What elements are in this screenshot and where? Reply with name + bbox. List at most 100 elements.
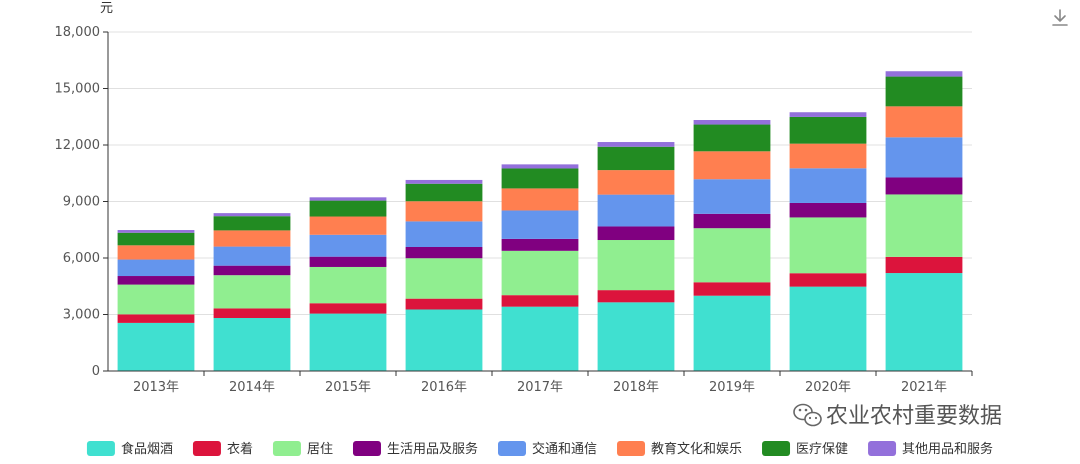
x-tick-label: 2019年 <box>709 380 755 395</box>
bar-segment <box>693 282 771 296</box>
bar-segment <box>789 217 867 274</box>
bar-segment <box>117 259 195 277</box>
legend-label: 交通和通信 <box>532 441 597 457</box>
legend-label: 教育文化和娱乐 <box>651 441 742 457</box>
legend-item[interactable]: 医疗保健 <box>762 441 848 457</box>
bar-segment <box>405 221 483 248</box>
bar-segment <box>405 183 483 202</box>
legend-swatch <box>498 441 526 456</box>
bar-segment <box>405 201 483 222</box>
bar-segment <box>693 179 771 214</box>
bar-segment <box>501 295 579 307</box>
download-button[interactable] <box>1048 6 1072 30</box>
bar-segment <box>309 200 387 217</box>
y-tick-label: 18,000 <box>55 25 101 40</box>
bar-segment <box>597 194 675 227</box>
y-tick-label: 3,000 <box>63 308 100 323</box>
legend-swatch <box>192 441 221 456</box>
x-tick-label: 2020年 <box>805 380 851 395</box>
legend-item[interactable]: 生活用品及服务 <box>352 441 478 457</box>
legend-swatch <box>868 441 897 456</box>
bar-segment <box>213 246 291 266</box>
bar-segment <box>213 216 291 231</box>
legend-label: 衣着 <box>227 441 253 457</box>
legend-item[interactable]: 居住 <box>272 441 333 457</box>
bar-segment <box>117 230 195 233</box>
bar-segment <box>405 309 483 371</box>
bar-segment <box>501 188 579 211</box>
bar-segment <box>693 124 771 152</box>
bar-segment <box>693 228 771 283</box>
bar-segment <box>213 308 291 319</box>
bar-segment <box>885 76 963 107</box>
bar-segment <box>597 302 675 371</box>
bar-segment <box>213 275 291 309</box>
bar-segment <box>789 202 867 218</box>
legend-label: 医疗保健 <box>796 442 848 457</box>
bar-segment <box>117 322 195 371</box>
bar-segment <box>309 234 387 257</box>
bar-segment <box>597 170 675 195</box>
bar-segment <box>693 213 771 229</box>
axes: 0 3,000 6,000 9,000 12,000 15,000 18,000 2013年 2… <box>55 25 973 395</box>
bar-segment <box>213 318 291 371</box>
bar-segment <box>117 314 195 323</box>
bar-segment <box>405 179 483 184</box>
bar-segment <box>885 137 963 178</box>
legend-label: 居住 <box>307 442 333 457</box>
watermark: 农业农村重要数据 <box>793 403 1002 429</box>
bar-segment <box>693 151 771 180</box>
bar-segment <box>693 120 771 125</box>
y-tick-label: 12,000 <box>55 138 101 153</box>
bar-segment <box>309 256 387 267</box>
x-tick-label: 2017年 <box>517 380 563 395</box>
bar-segment <box>789 273 867 287</box>
x-tick-label: 2021年 <box>901 380 947 395</box>
x-tick-label: 2013年 <box>133 380 179 395</box>
legend-label: 生活用品及服务 <box>387 441 478 457</box>
bar-segment <box>789 143 867 169</box>
x-tick-label: 2014年 <box>229 380 275 395</box>
legend: 食品烟酒 衣着 居住 生活用品及服务 交通和通信 教育文化和娱乐 医疗保健 其他用品和服务 <box>86 441 993 457</box>
bar-segment <box>789 112 867 117</box>
bar-segment <box>693 295 771 371</box>
legend-swatch <box>352 441 381 456</box>
x-tick-label: 2016年 <box>421 380 467 395</box>
legend-item[interactable]: 其他用品和服务 <box>868 441 993 457</box>
bar-segment <box>309 303 387 314</box>
bar-segment <box>213 230 291 247</box>
legend-swatch <box>86 441 115 456</box>
legend-swatch <box>272 441 301 456</box>
bar-segment <box>597 146 675 171</box>
legend-item[interactable]: 交通和通信 <box>498 441 597 457</box>
legend-item[interactable]: 教育文化和娱乐 <box>617 441 742 457</box>
bar-segment <box>213 265 291 276</box>
legend-swatch <box>617 441 646 456</box>
legend-label: 食品烟酒 <box>121 441 173 457</box>
x-tick-label: 2015年 <box>325 380 371 395</box>
bar-segment <box>501 168 579 189</box>
y-tick-label: 15,000 <box>55 82 101 97</box>
bar-segment <box>309 313 387 371</box>
bar-segment <box>789 168 867 203</box>
bar-segment <box>501 250 579 296</box>
bar-segment <box>405 247 483 259</box>
bar-segment <box>405 258 483 299</box>
x-tick-label: 2018年 <box>613 380 659 395</box>
legend-item[interactable]: 衣着 <box>192 441 253 457</box>
download-icon <box>1052 9 1068 26</box>
bar-segment <box>501 164 579 169</box>
legend-item[interactable]: 食品烟酒 <box>86 441 173 457</box>
bar-segment <box>885 194 963 257</box>
bar-segment <box>597 226 675 241</box>
bar-segment <box>885 177 963 195</box>
bar-segment <box>117 284 195 315</box>
bar-segment <box>885 256 963 274</box>
y-tick-label: 6,000 <box>63 251 100 266</box>
bar-segment <box>309 216 387 235</box>
wechat-icon <box>793 403 822 427</box>
y-tick-label: 9,000 <box>63 195 100 210</box>
bar-segment <box>117 276 195 285</box>
y-tick-label: 0 <box>92 364 100 379</box>
